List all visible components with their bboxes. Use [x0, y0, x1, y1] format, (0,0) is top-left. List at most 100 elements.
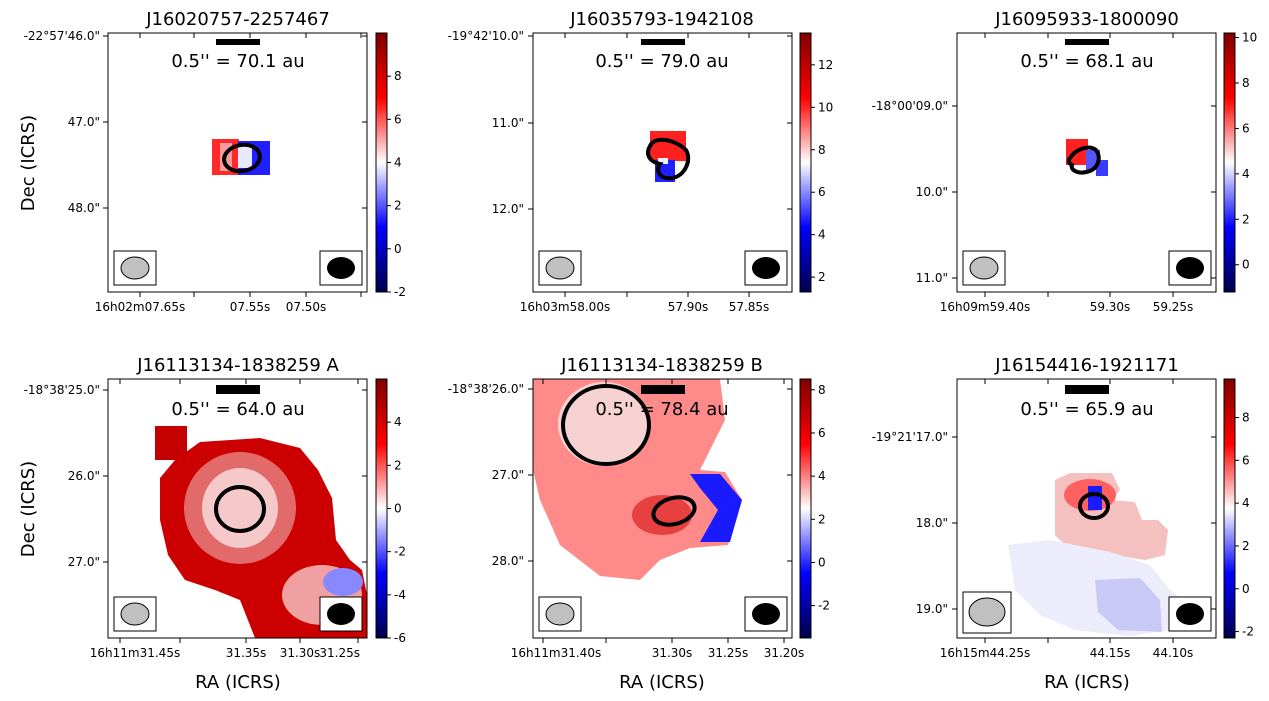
colorbar-tick-label: -6: [394, 631, 406, 645]
velocity-map: [533, 379, 742, 580]
colorbar-gradient: [799, 378, 812, 639]
colorbar: -6 -4 -2 0 2 4: [375, 378, 406, 645]
dec-tick-label: 48.0": [68, 201, 100, 215]
panel-6: 0.5'' = 65.9 au J16154416-1921171 -19°21…: [872, 355, 1254, 660]
velocity-map: [1008, 473, 1190, 636]
colorbar-gradient: [799, 32, 812, 293]
colorbar-tick-label: 8: [818, 143, 826, 157]
ra-tick-label: 59.30s: [1090, 300, 1131, 314]
emission-blue-wing: [1095, 578, 1162, 632]
colorbar: -2 0 2 4 6 8: [375, 32, 406, 299]
colorbar: -2 0 2 4 6 8: [799, 378, 830, 639]
ra-tick-label: 59.25s: [1153, 300, 1194, 314]
scalebar-label: 0.5'' = 70.1 au: [171, 51, 304, 72]
colorbar-tick-label: 6: [818, 185, 826, 199]
scale-bar: [641, 39, 685, 45]
emission-left-core: [558, 382, 650, 466]
velocity-map: [212, 139, 270, 175]
dec-axis: -19°21'17.0" 18.0" 19.0": [872, 430, 1216, 616]
dec-tick-label: 12.0": [492, 202, 524, 216]
plot-frame: [532, 378, 793, 639]
reference-beam: [969, 256, 999, 280]
scale-bar: [641, 385, 685, 394]
colorbar-tick-label: 10: [1242, 31, 1257, 45]
scale-bar: [1065, 39, 1109, 45]
scale-bar: [216, 385, 260, 394]
ra-tick-label: 16h09m59.40s: [940, 300, 1030, 314]
colorbar: 2 4 6 8 10 12: [799, 32, 833, 293]
ra-axis: 16h11m31.45s 31.35s 31.30s 31.25s: [90, 379, 360, 660]
ra-tick-label: 31.20s: [764, 646, 805, 660]
ra-axis: 16h03m58.00s 57.90s 57.85s: [520, 33, 769, 314]
beam: [752, 257, 780, 279]
colorbar-tick-label: 10: [818, 100, 833, 114]
ra-tick-label: 31.30s: [280, 646, 321, 660]
colorbar-tick-label: 2: [394, 199, 402, 213]
colorbar-tick-label: 12: [818, 58, 833, 72]
colorbar: 0 2 4 6 8 10: [1223, 31, 1257, 293]
colorbar-tick-label: 6: [818, 426, 826, 440]
ra-tick-label: 16h02m07.65s: [95, 300, 185, 314]
reference-beam: [120, 602, 150, 626]
panel-3: 0.5'' = 68.1 au J16095933-1800090 -18°00…: [872, 9, 1258, 314]
plot-frame: [107, 378, 368, 639]
plot-frame: [956, 32, 1217, 293]
ra-tick-label: 31.35s: [226, 646, 267, 660]
scalebar-label: 0.5'' = 78.4 au: [595, 399, 728, 420]
beam: [1176, 603, 1204, 625]
colorbar-tick-label: 0: [818, 555, 826, 569]
dec-tick-label: 18.0": [916, 516, 948, 530]
colorbar-tick-label: 8: [394, 69, 402, 83]
ra-tick-label: 07.50s: [286, 300, 327, 314]
panel-5: 0.5'' = 78.4 au J16113134-1838259 B -18°…: [448, 355, 830, 660]
dec-tick-label: -19°42'10.0": [448, 29, 524, 43]
beam: [1176, 257, 1204, 279]
colorbar-tick-label: 0: [1242, 258, 1250, 272]
colorbar-tick-label: 6: [1242, 453, 1250, 467]
scalebar-label: 0.5'' = 64.0 au: [171, 399, 304, 420]
dec-tick-label: 11.0": [492, 116, 524, 130]
dec-axis: -18°38'26.0" 27.0" 28.0": [448, 382, 792, 568]
panel-title: J16154416-1921171: [994, 355, 1179, 376]
emission-blue-arc: [690, 474, 742, 542]
emission-blue: [1088, 486, 1102, 510]
colorbar-tick-label: -4: [394, 588, 406, 602]
ra-axis: 16h11m31.40s 31.30s 31.25s 31.20s: [511, 379, 805, 660]
scale-bar: [216, 39, 260, 45]
ra-tick-label: 16h11m31.40s: [511, 646, 601, 660]
colorbar-tick-label: -2: [818, 599, 830, 613]
disk-contour: [646, 137, 691, 181]
panel-title: J16020757-2257467: [145, 9, 330, 30]
velocity-map: [646, 131, 691, 182]
panel-4: 0.5'' = 64.0 au J16113134-1838259 A -18°…: [24, 355, 406, 660]
panel-1: 0.5'' = 70.1 au J16020757-2257467 -22°57…: [24, 9, 406, 314]
colorbar-tick-label: 6: [1242, 121, 1250, 135]
colorbar-tick-label: 0: [1242, 582, 1250, 596]
scalebar-label: 0.5'' = 79.0 au: [595, 51, 728, 72]
colorbar-tick-label: 4: [1242, 496, 1250, 510]
ra-axis: 16h09m59.40s 59.30s 59.25s: [940, 33, 1194, 314]
emission-knot: [155, 426, 187, 460]
beam: [327, 603, 355, 625]
scalebar-label: 0.5'' = 65.9 au: [1020, 399, 1153, 420]
disk-contour: [1066, 145, 1101, 175]
ra-axis: 16h02m07.65s 07.55s 07.50s: [95, 33, 362, 314]
colorbar-tick-label: -2: [394, 545, 406, 559]
emission-core: [202, 468, 278, 548]
velocity-map: [1066, 139, 1108, 176]
colorbar-tick-label: 2: [818, 270, 826, 284]
dec-tick-label: 28.0": [492, 554, 524, 568]
scale-bar: [1065, 385, 1109, 394]
colorbar-tick-label: 6: [394, 112, 402, 126]
dec-tick-label: 11.0": [916, 271, 948, 285]
emission-center: [658, 158, 668, 164]
colorbar-tick-label: 4: [818, 469, 826, 483]
ylabel-bottom: Dec (ICRS): [18, 461, 39, 557]
dec-tick-label: 27.0": [492, 468, 524, 482]
xlabel-3: RA (ICRS): [1044, 672, 1130, 693]
dec-axis: -18°00'09.0" 10.0" 11.0": [872, 99, 1216, 285]
panel-title: J16113134-1838259 A: [136, 355, 339, 376]
colorbar-tick-label: 0: [394, 502, 402, 516]
colorbar-tick-label: 8: [1242, 411, 1250, 425]
